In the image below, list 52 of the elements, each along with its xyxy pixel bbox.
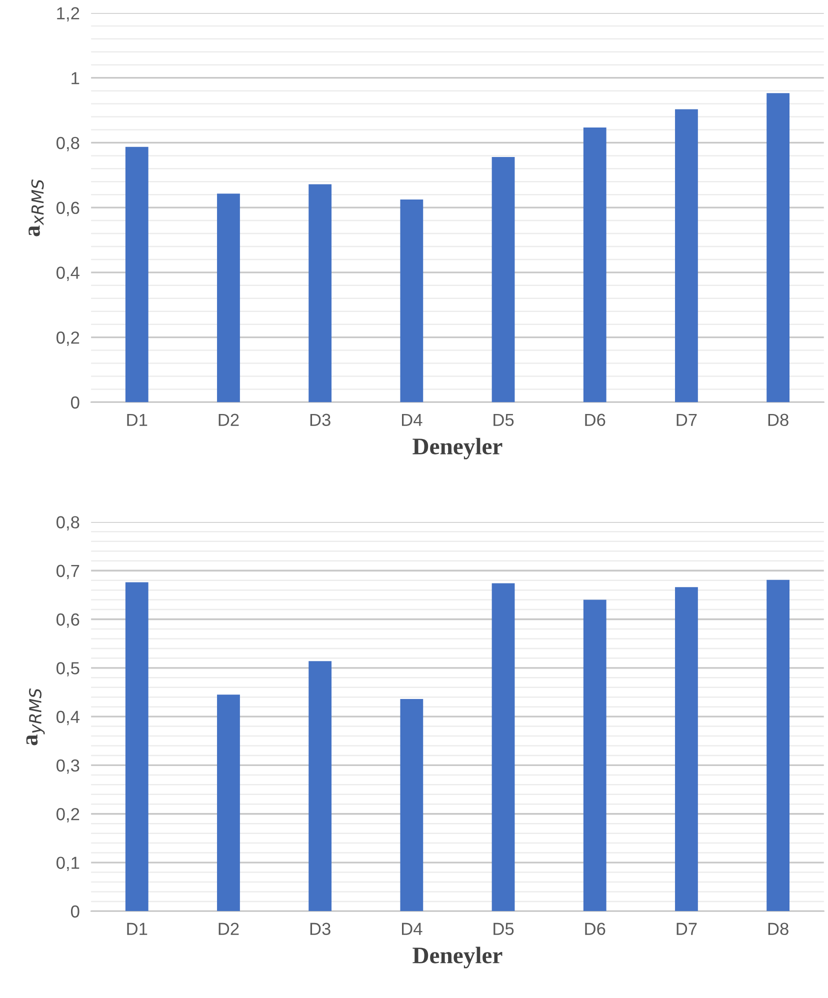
bar <box>308 661 332 912</box>
x-tick-label: D7 <box>676 922 697 935</box>
x-tick-label: D8 <box>768 922 788 936</box>
bar <box>400 199 424 402</box>
bar <box>583 600 606 912</box>
bar <box>492 156 515 402</box>
bar <box>217 194 240 402</box>
x-tick-label: D4 <box>402 414 422 426</box>
bar <box>308 184 332 402</box>
x-tick-label: D7 <box>676 414 697 426</box>
y-tick-label: 0,7 <box>56 564 80 580</box>
y-tick-label: 0,6 <box>56 613 80 628</box>
bar <box>766 580 790 912</box>
x-tick-label: D6 <box>585 414 606 426</box>
y-tick-label: 0,4 <box>56 266 80 281</box>
y-axis-title: a$_{xRMS}$ <box>28 179 44 236</box>
x-tick-label: D8 <box>768 414 788 426</box>
x-tick-label: D4 <box>402 922 422 935</box>
y-tick-label: 0,5 <box>56 662 80 676</box>
x-tick-label: D2 <box>218 922 239 935</box>
y-tick-label: 1 <box>72 72 80 84</box>
y-tick-label: 0,2 <box>56 331 80 346</box>
y-tick-label: 0,3 <box>56 759 80 774</box>
y-tick-label: 0,4 <box>56 710 80 726</box>
bar <box>217 694 240 912</box>
y-tick-label: 0 <box>70 396 80 409</box>
x-tick-label: D3 <box>310 414 330 426</box>
bar <box>400 699 424 912</box>
y-axis-title: a$_{yRMS}$ <box>26 688 45 746</box>
bar <box>675 109 698 402</box>
x-tick-label: D2 <box>218 414 239 426</box>
x-axis-title: Deneyler <box>412 946 502 968</box>
bar <box>675 587 698 912</box>
x-tick-label: D3 <box>310 922 330 936</box>
bar <box>125 146 148 402</box>
x-tick-label: D5 <box>494 922 514 936</box>
bar <box>583 127 606 402</box>
bar <box>492 583 515 912</box>
y-tick-label: 0,6 <box>56 202 80 216</box>
bar <box>125 582 148 912</box>
x-tick-label: D1 <box>127 922 148 935</box>
y-tick-label: 0,1 <box>56 856 80 872</box>
x-tick-label: D1 <box>127 414 148 426</box>
x-tick-label: D5 <box>494 414 514 426</box>
bar <box>766 93 790 402</box>
y-tick-label: 1,2 <box>57 7 80 22</box>
y-tick-label: 0 <box>70 905 80 918</box>
y-tick-label: 0,8 <box>56 516 80 530</box>
x-tick-label: D6 <box>585 922 606 936</box>
y-tick-label: 0,2 <box>56 808 80 822</box>
y-tick-label: 0,8 <box>56 136 80 152</box>
x-axis-title: Deneyler <box>412 438 502 460</box>
